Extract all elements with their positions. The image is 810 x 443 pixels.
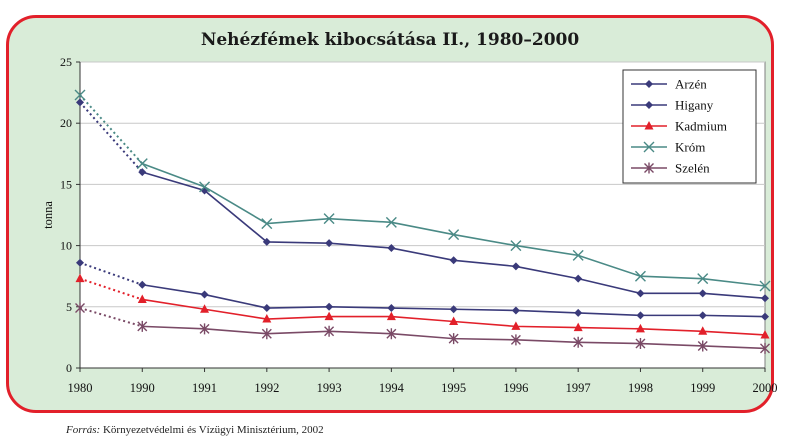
data-point [262,314,272,323]
data-point [325,302,334,311]
x-tick-label: 1999 [690,381,715,395]
series-line-dotted [79,94,144,165]
data-point [137,320,148,332]
y-tick-label: 20 [60,116,72,130]
x-tick-label: 1995 [441,381,466,395]
x-tick-label: 1997 [566,381,591,395]
legend-label: Szelén [675,161,710,176]
data-point [76,258,84,267]
legend-label: Kadmium [675,119,727,134]
data-point [759,280,771,292]
legend-label: Arzén [675,77,707,92]
data-point [325,239,334,248]
series-line-dotted [79,261,143,286]
x-tick-label: 2000 [753,381,778,395]
data-point [697,273,709,285]
data-point [760,342,770,354]
data-point [75,302,85,314]
y-tick-label: 5 [66,300,72,314]
data-point [448,333,459,345]
data-point [635,338,646,350]
legend-label: Higany [675,98,714,113]
y-tick-label: 10 [60,239,72,253]
data-point [760,329,770,339]
data-point [136,158,148,170]
x-tick-label: 1990 [130,381,155,395]
data-point [262,304,271,313]
legend-marker [644,162,654,174]
x-tick-label: 1996 [503,381,528,395]
x-tick-label: 1993 [317,381,342,395]
data-point [634,270,646,282]
data-point [761,312,769,321]
data-point [698,326,708,335]
data-point [386,311,396,321]
data-point [387,304,396,313]
data-point [449,256,458,265]
data-point [199,323,210,335]
data-point [511,306,520,315]
legend-marker [643,141,655,153]
data-point [138,280,147,289]
data-point [76,98,84,107]
data-point [636,311,645,320]
y-tick-label: 0 [66,361,72,375]
data-point [574,308,583,317]
data-point [323,213,335,225]
data-point [200,290,209,299]
data-point [324,311,334,321]
data-point [511,321,521,330]
line-chart: 0 5 10 15 20 25 1980 1990 1991 1992 1993 1994 1995 19… [41,55,778,395]
series-line-dotted [79,101,144,173]
data-point [697,340,708,352]
data-point [510,240,522,252]
data-point [385,216,397,228]
data-point [75,273,85,283]
chart-title: Nehézfémek kibocsátása II., 1980–2000 [200,30,580,50]
source-note: Forrás: Környezetvédelmi és Vízügyi Mini… [66,424,324,436]
data-point [698,311,707,320]
data-point [448,229,460,241]
data-point [510,334,521,346]
source-text: Környezetvédelmi és Vízügyi Minisztérium… [102,424,324,436]
series-line-dotted [79,277,143,301]
data-point [511,262,520,271]
legend-marker [644,121,654,130]
data-point [572,249,584,261]
data-point [262,237,271,246]
x-tick-label: 1998 [628,381,653,395]
data-point [261,328,272,340]
data-point [261,218,273,230]
x-tick-label: 1994 [379,381,405,395]
source-label: Forrás: [66,424,101,436]
data-point [449,316,459,325]
data-point [635,323,645,333]
y-tick-label: 25 [60,55,72,69]
data-point [636,289,645,298]
x-tick-label: 1991 [192,381,217,395]
y-tick-label: 15 [60,177,72,191]
data-point [573,336,584,348]
data-point [573,322,583,332]
data-point [449,305,458,314]
data-point [138,168,147,177]
data-point [324,325,335,337]
data-point [74,89,86,101]
legend-marker [645,80,653,88]
data-point [387,244,396,253]
data-point [698,289,707,298]
series-line-dotted [79,307,143,328]
x-tick-label: 1992 [254,381,279,395]
data-point [200,304,210,313]
legend-label: Króm [675,140,705,155]
legend-marker [645,101,653,109]
data-point [386,328,397,340]
data-point [574,274,583,283]
data-point [761,294,769,303]
y-axis-label: tonna [41,201,55,229]
data-point [199,181,211,193]
x-tick-label: 1980 [68,381,93,395]
data-point [137,294,147,303]
